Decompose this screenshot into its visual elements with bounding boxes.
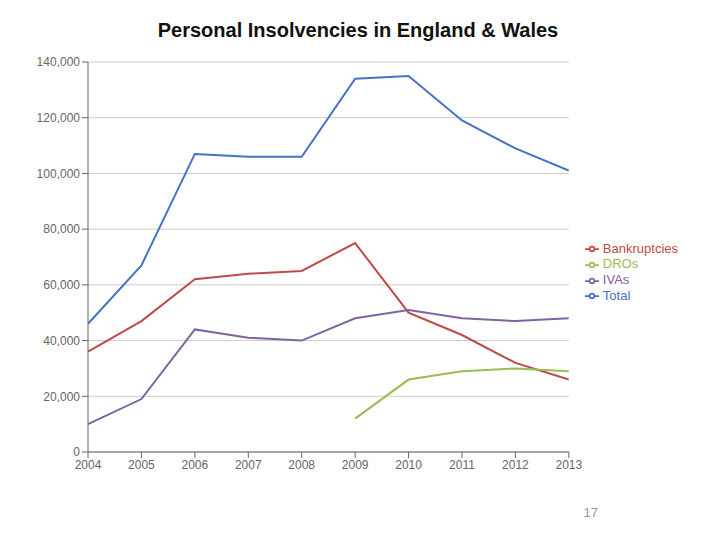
svg-text:2009: 2009 xyxy=(342,458,369,472)
svg-text:60,000: 60,000 xyxy=(43,278,80,292)
html-text:Personal Insolvencies in Engla: Personal Insolvencies in England & Wales xyxy=(157,19,559,41)
svg-text:40,000: 40,000 xyxy=(43,334,80,348)
svg-text:0: 0 xyxy=(73,445,80,459)
svg-text:2007: 2007 xyxy=(235,458,262,472)
html-text:17: 17 xyxy=(583,505,598,520)
svg-text:2008: 2008 xyxy=(288,458,315,472)
svg-text:2010: 2010 xyxy=(395,458,422,472)
svg-text:2006: 2006 xyxy=(182,458,209,472)
svg-text:80,000: 80,000 xyxy=(43,222,80,236)
html-text:Bankruptcies: Bankruptcies xyxy=(602,240,678,256)
html-text:Total: Total xyxy=(602,287,631,303)
html-text:DROs: DROs xyxy=(602,256,639,272)
svg-text:100,000: 100,000 xyxy=(37,167,81,181)
svg-text:20,000: 20,000 xyxy=(43,390,80,404)
html-text:IVAs: IVAs xyxy=(602,272,630,287)
svg-text:2013: 2013 xyxy=(555,458,582,472)
svg-text:2004: 2004 xyxy=(75,458,102,472)
svg-text:2005: 2005 xyxy=(128,458,155,472)
svg-text:2012: 2012 xyxy=(502,458,529,472)
svg-text:140,000: 140,000 xyxy=(37,55,81,69)
svg-text:2011: 2011 xyxy=(449,458,475,472)
svg-text:120,000: 120,000 xyxy=(37,111,81,125)
